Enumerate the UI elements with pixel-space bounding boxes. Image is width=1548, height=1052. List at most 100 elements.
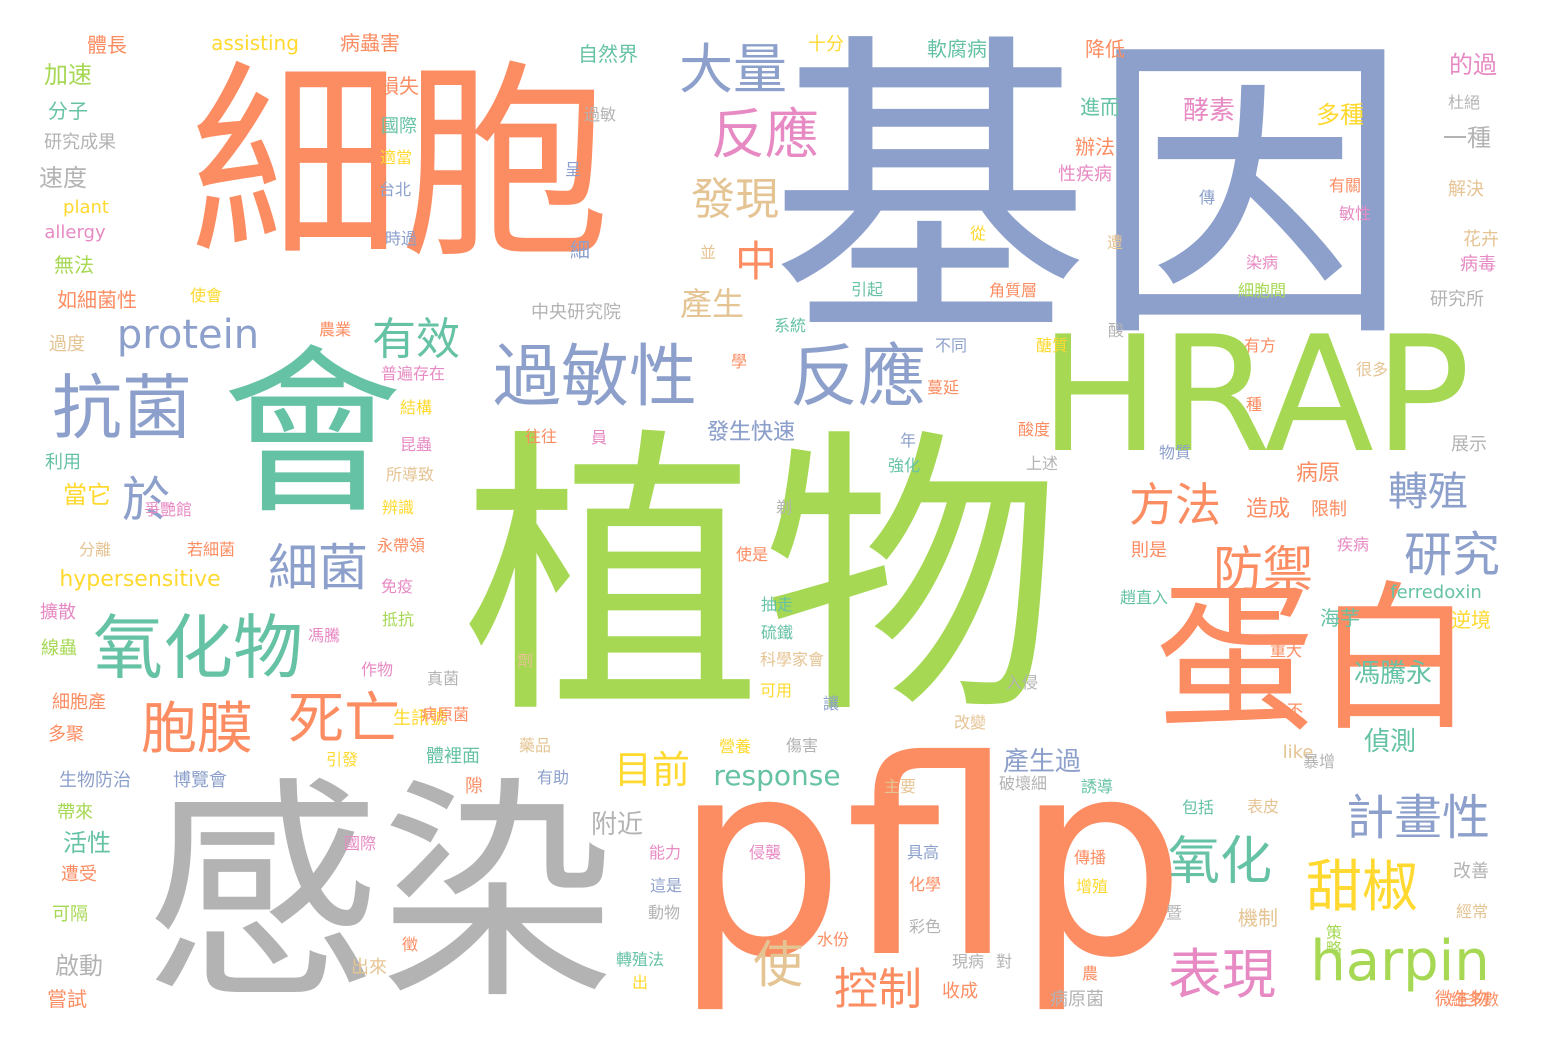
cloud-word: 並 [699,243,717,262]
cloud-word: 分離 [78,540,112,559]
cloud-word: 多聚 [48,724,84,745]
cloud-word: 損失 [379,74,419,98]
cloud-word: 遭 [1106,233,1124,252]
cloud-word: 體裡面 [426,746,480,767]
cloud-word: ferredoxin [1390,582,1482,603]
cloud-word: pflp [673,702,1187,1017]
cloud-word: 不同 [934,336,968,355]
cloud-word: 劑 [516,651,534,670]
cloud-word: 營養 [718,737,752,756]
cloud-word: 無法 [54,253,94,277]
cloud-word: 真菌 [426,669,460,688]
cloud-word: 永帶領 [376,536,426,555]
cloud-word: 暴增 [1302,752,1336,771]
cloud-word: 逆境 [1451,608,1491,632]
cloud-word: 種 [1245,395,1263,414]
cloud-word: 研究所 [1430,289,1484,310]
cloud-word: 細胞間 [1237,281,1287,300]
cloud-word: 杜絕 [1447,93,1481,112]
cloud-word: 會 [221,330,403,539]
cloud-word: 馮騰永 [1353,659,1433,689]
cloud-word: 收成 [942,981,978,1002]
cloud-word: 學 [730,352,748,371]
cloud-word: 當它 [63,481,111,509]
cloud-word: 限制 [1311,499,1347,520]
cloud-word: 則是 [1131,540,1167,561]
cloud-word: 防禦 [1213,541,1313,599]
cloud-word: 利用 [45,452,81,473]
cloud-word: 誘導 [1080,777,1114,796]
cloud-word: 可隔 [52,904,88,925]
cloud-word: 上述 [1025,454,1059,473]
cloud-word: 造成 [1245,497,1291,522]
cloud-word: 氧化 [1167,832,1273,892]
cloud-word: 花卉 [1463,229,1499,250]
cloud-word: 能力 [648,843,682,862]
cloud-word: 化學 [908,875,942,894]
cloud-word: 產生過 [1002,747,1082,777]
cloud-word: 胞膜 [141,697,253,762]
cloud-word: 酸度 [1017,420,1051,439]
cloud-word: 可用 [759,681,793,700]
cloud-word: 帶來 [57,802,93,823]
cloud-word: 控制 [834,964,922,1015]
cloud-word: 感染 [145,758,615,1032]
cloud-word: 細胞產 [52,692,106,713]
cloud-word: 機制 [1238,906,1278,930]
cloud-word: 抵抗 [381,610,415,629]
cloud-word: 中央研究院 [531,302,621,323]
cloud-word: 發生快速 [706,420,796,445]
cloud-word: 國際 [381,116,417,137]
cloud-word: 時過 [384,229,418,248]
cloud-word: 水份 [816,930,850,949]
cloud-word: 酸 [1107,321,1125,340]
cloud-word: plant [63,197,109,218]
cloud-word: 性疾病 [1058,164,1112,185]
cloud-word: 彩色 [908,917,942,936]
cloud-word: 基因 [770,9,1410,381]
cloud-word: 有助 [536,768,570,787]
cloud-word: 方法 [1129,478,1221,532]
cloud-word: 多種 [1316,101,1364,129]
cloud-word: 強化 [887,456,921,475]
cloud-word: 免疫 [380,577,414,596]
cloud-word: 病原菌 [1050,989,1104,1010]
cloud-word: harpin [1310,929,1490,994]
cloud-word: 遭受 [61,864,97,885]
cloud-word: 普遍存在 [380,364,446,383]
cloud-word: 絕多數 [1450,990,1500,1009]
cloud-word: 病毒 [1460,254,1496,275]
cloud-word: 病原菌 [420,705,470,724]
cloud-word: 一種 [1443,124,1491,152]
cloud-word: 使會 [189,286,223,305]
cloud-word: 農業 [318,320,352,339]
cloud-word: 博覽會 [173,770,227,791]
cloud-word: response [713,759,841,792]
cloud-word: 計畫性 [1345,790,1491,846]
cloud-word: 科學家會 [759,650,825,669]
cloud-word: 過度 [49,334,85,355]
cloud-word: 動物 [647,903,681,922]
cloud-word: 細 [570,238,590,262]
cloud-word: 進而 [1080,95,1120,119]
cloud-word: 發生快速 [706,420,796,445]
cloud-word: 對 [995,952,1013,971]
cloud-word: HRAP [1039,301,1471,488]
cloud-word: 偵測 [1363,727,1417,757]
cloud-word: 降低 [1085,37,1125,61]
cloud-word: protein [116,312,260,358]
cloud-word: 辨識 [381,498,415,517]
cloud-word: 擴散 [40,602,76,623]
cloud-word: 十分 [808,34,844,55]
cloud-word: 入侵 [1005,673,1039,692]
cloud-word: 員 [590,428,608,447]
cloud-word: 的過 [1449,51,1497,79]
cloud-word: 反應 [789,338,927,417]
cloud-word: 出 [631,973,649,992]
cloud-word: 啟動 [55,952,103,980]
cloud-word: 抽走 [760,595,794,614]
cloud-word: 昆蟲 [399,435,433,454]
cloud-word: 適當 [379,148,413,167]
cloud-word: 農 [1081,964,1099,983]
